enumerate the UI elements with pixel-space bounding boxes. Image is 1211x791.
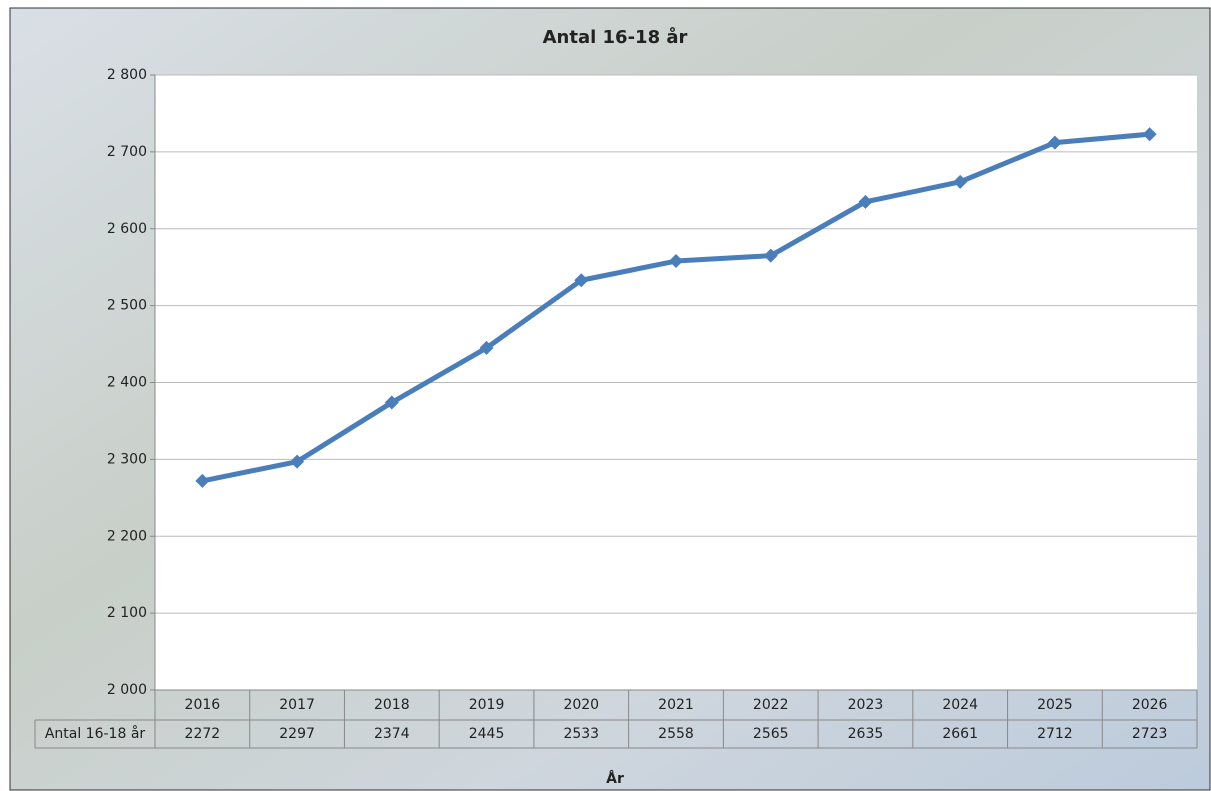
y-tick-label: 2 000 bbox=[107, 682, 147, 698]
y-tick-label: 2 500 bbox=[107, 298, 147, 314]
page: {"chart_data": {"type": "line", "title":… bbox=[0, 0, 1211, 791]
table-series-name: Antal 16-18 år bbox=[45, 725, 146, 742]
table-value: 2445 bbox=[469, 726, 505, 742]
table-value: 2723 bbox=[1132, 726, 1168, 742]
x-tick-label: 2016 bbox=[185, 697, 221, 713]
table-value: 2374 bbox=[374, 726, 410, 742]
y-tick-label: 2 300 bbox=[107, 451, 147, 467]
table-value: 2712 bbox=[1037, 726, 1073, 742]
y-tick-label: 2 100 bbox=[107, 605, 147, 621]
x-tick-label: 2019 bbox=[469, 697, 505, 713]
x-tick-label: 2021 bbox=[658, 697, 694, 713]
x-tick-label: 2022 bbox=[753, 697, 789, 713]
table-value: 2565 bbox=[753, 726, 789, 742]
x-tick-label: 2026 bbox=[1132, 697, 1168, 713]
x-tick-label: 2024 bbox=[942, 697, 978, 713]
y-tick-label: 2 700 bbox=[107, 144, 147, 160]
table-value: 2635 bbox=[848, 726, 884, 742]
chart-title: Antal 16-18 år bbox=[543, 26, 688, 48]
x-tick-label: 2020 bbox=[563, 697, 599, 713]
x-tick-label: 2017 bbox=[279, 697, 315, 713]
table-value: 2661 bbox=[942, 726, 978, 742]
y-tick-label: 2 600 bbox=[107, 221, 147, 237]
y-tick-label: 2 800 bbox=[107, 67, 147, 83]
y-tick-label: 2 200 bbox=[107, 528, 147, 544]
x-tick-label: 2018 bbox=[374, 697, 410, 713]
x-axis-title: År bbox=[606, 770, 624, 787]
table-value: 2297 bbox=[279, 726, 315, 742]
table-value: 2272 bbox=[185, 726, 221, 742]
x-tick-label: 2023 bbox=[848, 697, 884, 713]
x-tick-label: 2025 bbox=[1037, 697, 1073, 713]
table-value: 2558 bbox=[658, 726, 694, 742]
y-tick-label: 2 400 bbox=[107, 375, 147, 391]
table-value: 2533 bbox=[563, 726, 599, 742]
chart: Antal 16-18 år År 2 000 2 100 2 200 2 300 2 … bbox=[0, 0, 1211, 791]
